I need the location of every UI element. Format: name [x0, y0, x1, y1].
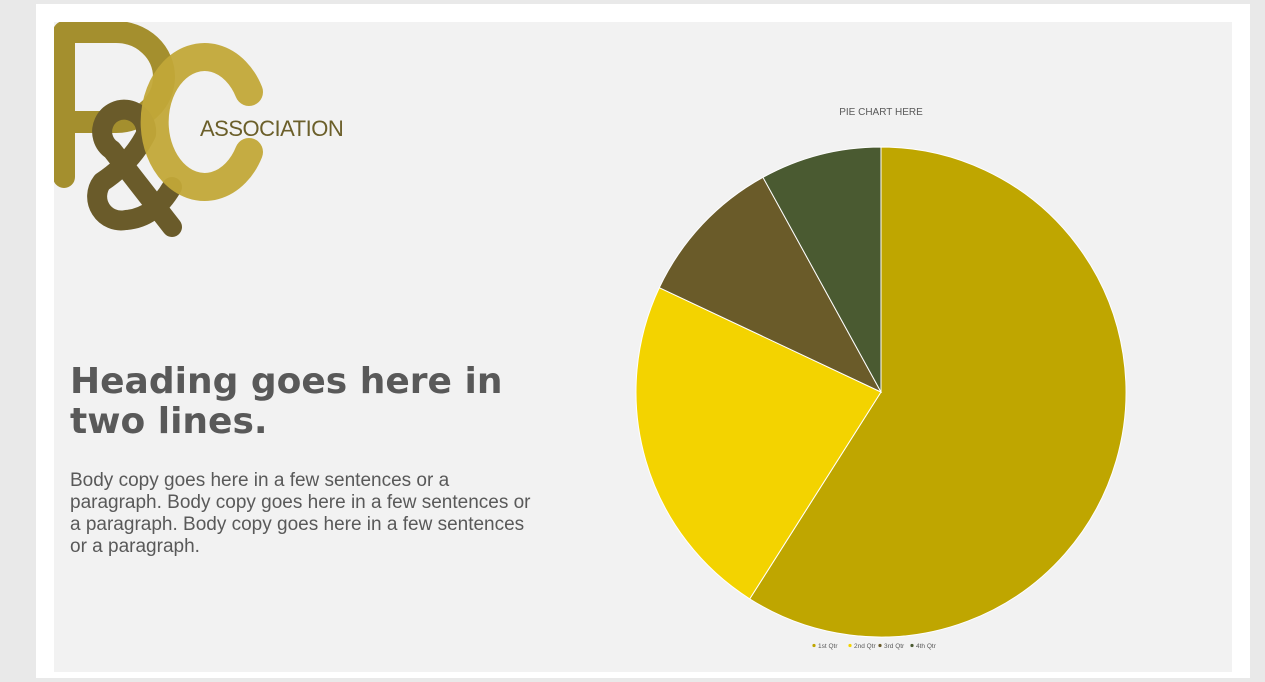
pie-chart: PIE CHART HERE 1st Qtr 2nd Qtr 3rd Qtr 4th … [614, 92, 1154, 652]
logo-letter-c [140, 43, 263, 201]
slide-body-copy: Body copy goes here in a few sentences o… [70, 470, 531, 557]
legend-marker-2 [848, 643, 852, 648]
legend-label-4: 4th Qtr [916, 643, 937, 650]
pie-slice-2 [635, 287, 882, 600]
pie-slice-1 [749, 146, 1127, 638]
logo-wordmark: ASSOCIATION [200, 116, 344, 141]
slide: ASSOCIATION Heading goes here in two lin… [54, 22, 1232, 672]
pie-chart-svg: PIE CHART HERE 1st Qtr 2nd Qtr 3rd Qtr 4th … [635, 107, 1127, 650]
pie-slice-3 [658, 176, 883, 394]
legend-label-3: 3rd Qtr [884, 643, 905, 650]
legend-marker-4 [910, 643, 914, 648]
legend-marker-1 [812, 643, 816, 648]
legend-marker-3 [878, 643, 882, 648]
legend-label-1: 1st Qtr [818, 643, 838, 650]
logo-ampersand [87, 99, 182, 237]
legend-label-2: 2nd Qtr [854, 643, 877, 650]
chart-legend: 1st Qtr 2nd Qtr 3rd Qtr 4th Qtr [812, 643, 937, 650]
logo-mark [54, 22, 263, 237]
pc-association-logo: ASSOCIATION [54, 22, 374, 272]
slide-heading: Heading goes here in two lines. [70, 361, 503, 442]
pie-slices [635, 146, 1127, 638]
chart-title: PIE CHART HERE [839, 107, 923, 118]
pie-slice-4 [762, 146, 882, 393]
